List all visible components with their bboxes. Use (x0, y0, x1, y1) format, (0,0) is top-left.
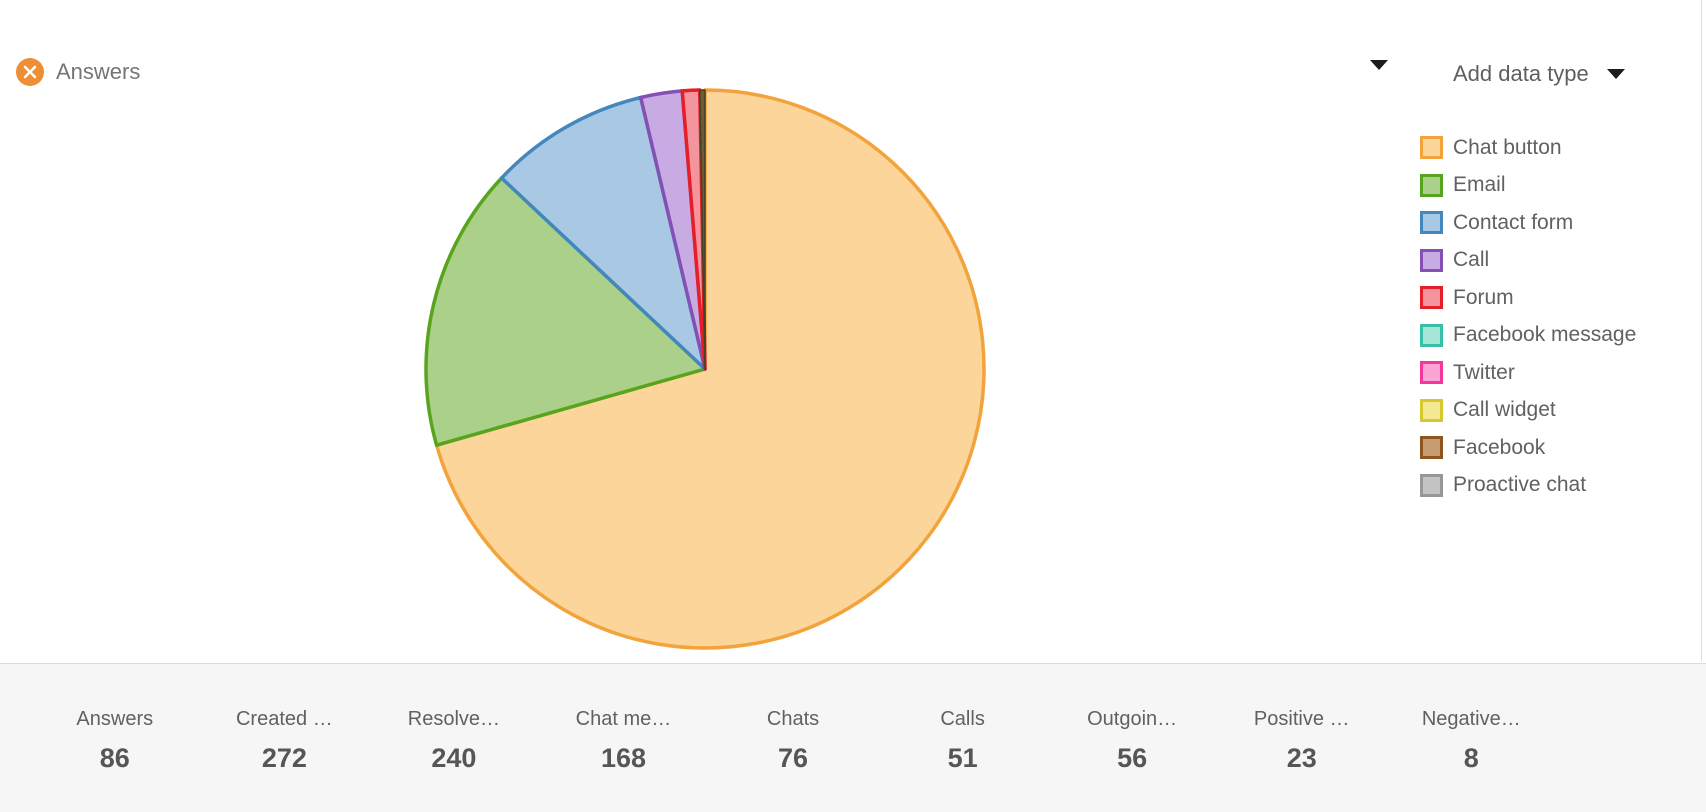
legend-item-call-widget[interactable]: Call widget (1420, 392, 1636, 430)
add-data-type-label: Add data type (1453, 61, 1589, 86)
legend-swatch (1420, 173, 1443, 197)
stat-item-positive[interactable]: Positive … 23 (1217, 664, 1387, 812)
stat-item-chat-me[interactable]: Chat me… 168 (539, 664, 709, 812)
stat-value: 86 (99, 743, 130, 773)
stat-value: 56 (1117, 743, 1148, 773)
legend-label: Chat button (1453, 135, 1562, 159)
pie-slice-email[interactable] (424, 176, 707, 447)
legend-item-facebook-message[interactable]: Facebook message (1420, 317, 1636, 355)
pie-slice-facebook[interactable] (698, 89, 706, 370)
legend-label: Facebook (1453, 435, 1546, 459)
stat-label: Outgoin… (1087, 708, 1178, 730)
legend-swatch (1420, 473, 1443, 497)
legend-swatch (1420, 436, 1443, 460)
legend-label: Call widget (1453, 398, 1556, 422)
stat-label: Negative… (1421, 708, 1521, 730)
stat-label: Answers (76, 708, 154, 730)
caret-down-icon (1370, 60, 1388, 87)
stat-item-chats[interactable]: Chats 76 (708, 664, 878, 812)
chart-legend: Chat button Email Contact form Call Forum Fac… (1420, 129, 1636, 504)
legend-label: Call (1453, 248, 1490, 272)
stat-value: 168 (600, 743, 646, 773)
stat-item-calls[interactable]: Calls 51 (878, 664, 1048, 812)
stat-value: 23 (1286, 743, 1317, 773)
legend-label: Email (1453, 173, 1506, 197)
stats-bar: Answers 86 Created … 272 Resolve… 240 Chat me…… (0, 663, 1706, 812)
pie-slice-contact-form[interactable] (499, 95, 707, 371)
stat-value: 272 (261, 743, 307, 773)
legend-swatch (1420, 398, 1443, 422)
legend-swatch (1420, 361, 1443, 385)
stat-item-negative[interactable]: Negative… 8 (1387, 664, 1557, 812)
stat-label: Chat me… (575, 708, 672, 730)
stat-value: 51 (947, 743, 978, 773)
stat-item-outgoin[interactable]: Outgoin… 56 (1047, 664, 1217, 812)
legend-item-facebook[interactable]: Facebook (1420, 429, 1636, 467)
remove-series-button[interactable] (16, 58, 44, 86)
add-data-type-button[interactable]: Add data type (1447, 60, 1631, 88)
stat-label: Positive … (1253, 708, 1350, 730)
pie-slice-chat-button[interactable] (434, 88, 986, 650)
legend-swatch (1420, 248, 1443, 272)
scrollbar-hairline (1701, 0, 1702, 661)
x-circle-icon (23, 65, 37, 79)
pie-chart (424, 88, 986, 650)
stat-item-resolve[interactable]: Resolve… 240 (369, 664, 539, 812)
legend-label: Facebook message (1453, 323, 1637, 347)
stat-item-answers[interactable]: Answers 86 (30, 664, 200, 812)
legend-item-contact-form[interactable]: Contact form (1420, 204, 1636, 242)
legend-item-email[interactable]: Email (1420, 167, 1636, 205)
stat-item-created[interactable]: Created … 272 (200, 664, 370, 812)
legend-swatch (1420, 211, 1443, 235)
legend-label: Contact form (1453, 210, 1574, 234)
legend-label: Twitter (1453, 360, 1515, 384)
caret-down-icon (1606, 69, 1625, 79)
legend-swatch (1420, 136, 1443, 160)
stat-label: Chats (766, 708, 820, 730)
legend-swatch (1420, 286, 1443, 310)
series-label: Answers (56, 59, 141, 84)
stat-value: 240 (431, 743, 477, 773)
legend-item-proactive-chat[interactable]: Proactive chat (1420, 467, 1636, 505)
stat-value: 76 (778, 743, 809, 773)
chart-options-dropdown[interactable] (1368, 60, 1390, 90)
legend-item-call[interactable]: Call (1420, 242, 1636, 280)
legend-item-forum[interactable]: Forum (1420, 279, 1636, 317)
stat-label: Calls (940, 708, 985, 730)
series-chip: Answers (16, 58, 140, 86)
legend-item-chat-button[interactable]: Chat button (1420, 129, 1636, 167)
legend-swatch (1420, 323, 1443, 347)
stat-label: Created … (235, 708, 333, 730)
stat-label: Resolve… (407, 708, 501, 730)
legend-item-twitter[interactable]: Twitter (1420, 354, 1636, 392)
stat-value: 8 (1463, 743, 1479, 773)
legend-label: Proactive chat (1453, 473, 1587, 497)
legend-label: Forum (1453, 285, 1514, 309)
